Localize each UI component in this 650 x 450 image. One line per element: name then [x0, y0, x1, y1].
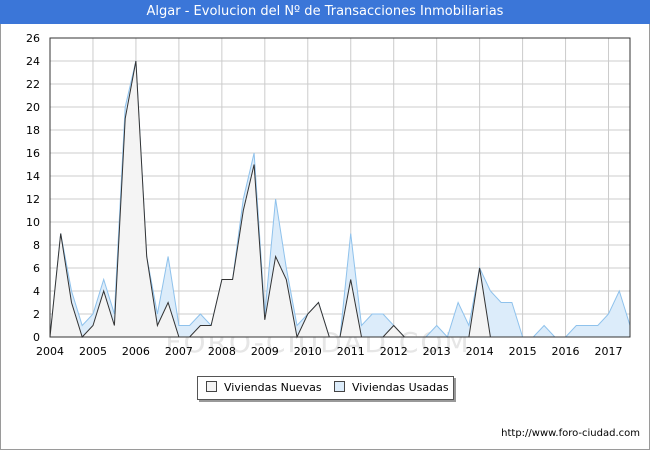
- x-tick-label: 2004: [36, 345, 64, 358]
- legend-swatch-usadas: [334, 381, 345, 392]
- x-tick-label: 2011: [337, 345, 365, 358]
- legend: Viviendas Nuevas Viviendas Usadas: [197, 376, 454, 400]
- y-tick-label: 12: [26, 193, 40, 206]
- y-tick-label: 16: [26, 147, 40, 160]
- x-tick-label: 2008: [208, 345, 236, 358]
- plot-border: [49, 37, 631, 338]
- x-tick-label: 2017: [595, 345, 623, 358]
- legend-entry-usadas: Viviendas Usadas: [334, 381, 449, 395]
- x-tick-label: 2016: [552, 345, 580, 358]
- footer-credit: http://www.foro-ciudad.com: [501, 428, 640, 439]
- y-tick-label: 8: [33, 239, 40, 252]
- chart-title: Algar - Evolucion del Nº de Transaccione…: [146, 4, 504, 19]
- title-bar: Algar - Evolucion del Nº de Transaccione…: [0, 0, 650, 24]
- y-tick-label: 18: [26, 124, 40, 137]
- y-tick-label: 22: [26, 78, 40, 91]
- x-tick-label: 2007: [165, 345, 193, 358]
- y-tick-label: 4: [33, 285, 40, 298]
- y-tick-label: 14: [26, 170, 40, 183]
- y-tick-label: 6: [33, 262, 40, 275]
- y-tick-label: 26: [26, 32, 40, 45]
- legend-swatch-nuevas: [206, 381, 217, 392]
- x-tick-label: 2005: [79, 345, 107, 358]
- x-tick-labels: 2004 2005 2006 2007 2008 2009 2010 2011 2012 2013…: [36, 345, 623, 358]
- legend-label-nuevas: Viviendas Nuevas: [224, 381, 322, 394]
- legend-entry-nuevas: Viviendas Nuevas: [206, 381, 322, 395]
- y-tick-label: 20: [26, 101, 40, 114]
- legend-label-usadas: Viviendas Usadas: [352, 381, 449, 394]
- y-tick-label: 10: [26, 216, 40, 229]
- x-tick-label: 2010: [294, 345, 322, 358]
- x-tick-label: 2006: [122, 345, 150, 358]
- x-tick-label: 2013: [423, 345, 451, 358]
- y-tick-label: 24: [26, 55, 40, 68]
- x-tick-label: 2015: [509, 345, 537, 358]
- x-tick-label: 2014: [466, 345, 494, 358]
- series-area-nuevas: [50, 61, 630, 337]
- x-tick-label: 2009: [251, 345, 279, 358]
- y-tick-label: 2: [33, 308, 40, 321]
- y-tick-label: 0: [33, 331, 40, 344]
- x-tick-label: 2012: [380, 345, 408, 358]
